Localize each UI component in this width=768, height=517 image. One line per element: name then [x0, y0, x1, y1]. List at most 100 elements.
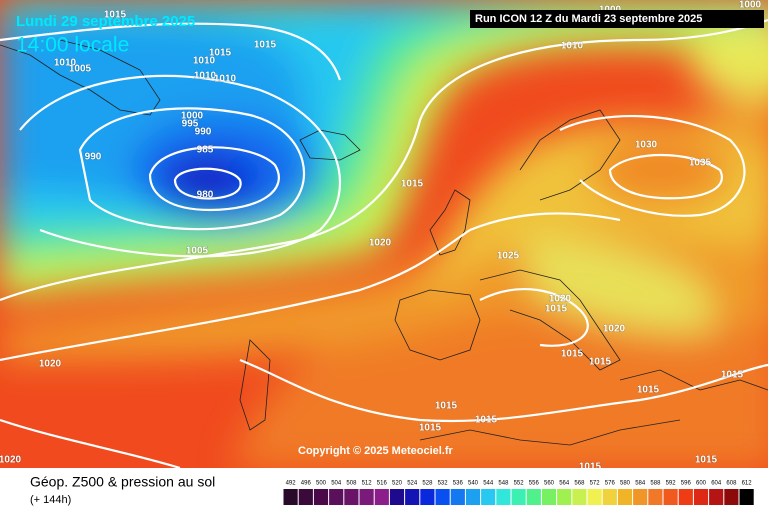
- scale-label: 508: [346, 481, 357, 487]
- scale-swatch: [465, 489, 481, 505]
- isobar-label: 1010: [54, 58, 77, 69]
- isobar-label: 1015: [401, 179, 424, 190]
- scale-label: 604: [711, 481, 722, 487]
- scale-swatch: [344, 489, 359, 505]
- scale-swatch: [617, 489, 633, 505]
- scale-label: 608: [726, 481, 737, 487]
- date-title: Lundi 29 septembre 2025: [16, 13, 195, 30]
- scale-label: 556: [529, 481, 540, 487]
- scale-swatch: [511, 489, 526, 505]
- scale-label: 568: [574, 481, 585, 487]
- scale-label: 580: [620, 481, 631, 487]
- scale-label: 576: [605, 481, 616, 487]
- isobar-label: 1015: [254, 40, 277, 51]
- scale-label: 516: [377, 481, 388, 487]
- isobar-label: 1020: [549, 294, 572, 305]
- scale-swatch: [450, 489, 465, 505]
- isobar-label: 990: [85, 152, 102, 163]
- scale-swatch: [739, 489, 754, 505]
- isobar-label: 1005: [186, 246, 209, 257]
- isobar-label: 1020: [0, 455, 22, 466]
- scale-label: 524: [407, 481, 418, 487]
- scale-label: 540: [468, 481, 479, 487]
- isobar-label: 1035: [689, 158, 712, 169]
- run-info: Run ICON 12 Z du Mardi 23 septembre 2025: [475, 13, 702, 25]
- scale-swatch: [678, 489, 693, 505]
- isobar-label: 1030: [635, 140, 658, 151]
- time-title: 14:00 locale: [16, 34, 129, 57]
- scale-swatch: [557, 489, 572, 505]
- isobar-label: 980: [197, 190, 214, 201]
- scale-swatch: [709, 489, 724, 505]
- scale-label: 612: [742, 481, 753, 487]
- scale-swatch: [648, 489, 663, 505]
- isobar-label: 1015: [209, 48, 232, 59]
- scale-swatch: [724, 489, 739, 505]
- scale-swatch: [389, 489, 405, 505]
- footer-lead: (+ 144h): [30, 494, 71, 506]
- isobar-label: 1020: [39, 359, 62, 370]
- isobar-label: 990: [195, 127, 212, 138]
- scale-swatch: [420, 489, 435, 505]
- scale-label: 500: [316, 481, 327, 487]
- isobar-label: 1020: [369, 238, 392, 249]
- scale-swatch: [298, 489, 313, 505]
- scale-label: 572: [590, 481, 601, 487]
- isobar-label: 995: [182, 119, 199, 130]
- footer-title: Géop. Z500 & pression au sol: [30, 474, 215, 490]
- run-box: [470, 10, 764, 28]
- isobar-label: 1015: [435, 401, 458, 412]
- isobar-label: 1015: [545, 304, 568, 315]
- isobar-label: 1010: [194, 71, 217, 82]
- isobar-label: 1010: [561, 41, 584, 52]
- isobar-label: 1015: [721, 370, 744, 381]
- scale-label: 492: [286, 481, 297, 487]
- scale-label: 552: [514, 481, 525, 487]
- isobar-label: 1015: [589, 357, 612, 368]
- color-scale: 492 496 500 504 508 512 516 520 524 528 532 536 540 5…: [283, 481, 754, 505]
- scale-swatch: [283, 489, 298, 505]
- scale-swatch: [572, 489, 587, 505]
- scale-label: 504: [331, 481, 342, 487]
- scale-label: 588: [650, 481, 661, 487]
- isobar-label: 1015: [561, 349, 584, 360]
- scale-swatch: [329, 489, 344, 505]
- scale-swatch: [313, 489, 329, 505]
- isobar-label: 1015: [104, 10, 127, 21]
- isobar-label: 1000: [181, 111, 204, 122]
- scale-swatch: [374, 489, 389, 505]
- scale-label: 536: [453, 481, 464, 487]
- copyright: Copyright © 2025 Meteociel.fr: [298, 445, 454, 457]
- scale-label: 564: [559, 481, 570, 487]
- isobar-label: 1010: [214, 74, 237, 85]
- scale-swatch: [541, 489, 557, 505]
- scale-label: 592: [666, 481, 677, 487]
- scale-label: 528: [422, 481, 433, 487]
- scale-label: 512: [362, 481, 373, 487]
- scale-label: 520: [392, 481, 403, 487]
- scale-swatch: [663, 489, 678, 505]
- scale-label: 544: [483, 481, 494, 487]
- scale-swatch: [587, 489, 602, 505]
- map: 1015 1015 1010 1005 1015 1010 1010 1010 …: [0, 0, 768, 473]
- scale-label: 600: [696, 481, 707, 487]
- isobar-label: 1015: [637, 385, 660, 396]
- isobar-label: 1005: [69, 64, 92, 75]
- scale-swatch: [496, 489, 511, 505]
- isobar-label: 1015: [475, 415, 498, 426]
- isobar-label: 1015: [695, 455, 718, 466]
- isobar-label: 985: [197, 145, 214, 156]
- scale-swatch: [693, 489, 709, 505]
- scale-swatch: [602, 489, 617, 505]
- isobar-label: 1000: [739, 0, 762, 11]
- scale-swatch: [526, 489, 541, 505]
- scale-label: 596: [681, 481, 692, 487]
- scale-label: 496: [301, 481, 312, 487]
- scale-swatch: [405, 489, 420, 505]
- scale-swatch: [633, 489, 648, 505]
- isobar-label: 1020: [603, 324, 626, 335]
- scale-label: 532: [438, 481, 449, 487]
- isobar-label: 1015: [579, 462, 602, 473]
- isobar-label: 1010: [193, 56, 216, 67]
